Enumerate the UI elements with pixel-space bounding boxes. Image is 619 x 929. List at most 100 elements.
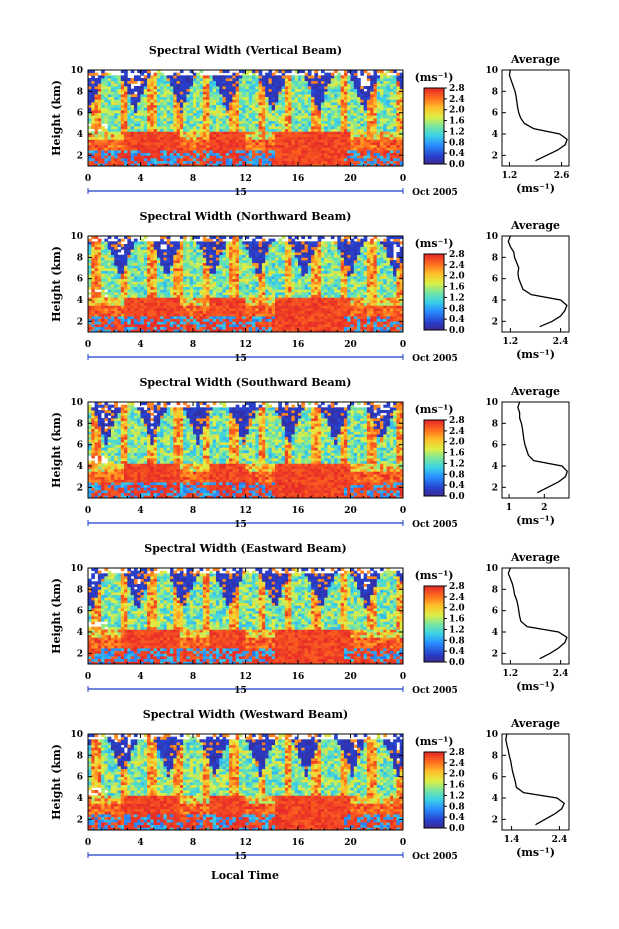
- heatmap-cell: [212, 278, 217, 282]
- heatmap-cell: [140, 257, 145, 261]
- heatmap-cell: [147, 321, 151, 325]
- heatmap-cell: [150, 281, 155, 285]
- heatmap-cell: [337, 147, 342, 151]
- heatmap-cell: [215, 91, 220, 95]
- heatmap-cell: [137, 316, 141, 320]
- heatmap-cell: [173, 268, 177, 272]
- heatmap-cell: [143, 262, 148, 266]
- heatmap-cell: [183, 310, 187, 314]
- heatmap-cell: [350, 96, 355, 100]
- heatmap-cell: [156, 252, 161, 256]
- heatmap-cell: [304, 150, 309, 154]
- heatmap-cell: [209, 286, 214, 290]
- heatmap-cell: [317, 147, 322, 151]
- heatmap-cell: [311, 163, 315, 167]
- heatmap-cell: [380, 131, 384, 135]
- heatmap-cell: [235, 144, 240, 148]
- heatmap-cell: [232, 86, 237, 90]
- heatmap-cell: [196, 110, 200, 114]
- heatmap-cell: [307, 75, 312, 79]
- heatmap-cell: [304, 160, 309, 164]
- heatmap-cell: [209, 316, 214, 320]
- heatmap-cell: [114, 118, 118, 122]
- heatmap-cell: [88, 80, 92, 84]
- heatmap-cell: [238, 78, 243, 82]
- heatmap-cell: [107, 302, 112, 306]
- heatmap-cell: [107, 163, 112, 167]
- heatmap-cell: [389, 120, 394, 124]
- heatmap-cell: [130, 244, 135, 248]
- heatmap-cell: [314, 96, 319, 100]
- heatmap-cell: [337, 150, 342, 154]
- heatmap-cell: [140, 265, 145, 269]
- heatmap-cell: [271, 118, 276, 122]
- heatmap-cell: [110, 316, 115, 320]
- heatmap-cell: [166, 252, 171, 256]
- heatmap-cell: [101, 115, 105, 119]
- heatmap-cell: [170, 316, 174, 320]
- heatmap-cell: [376, 150, 381, 154]
- colorbar-segment: [424, 88, 444, 91]
- heatmap-cell: [307, 150, 312, 154]
- heatmap-cell: [245, 115, 250, 119]
- heatmap-cell: [88, 136, 92, 140]
- heatmap-cell: [278, 144, 282, 148]
- heatmap-cell: [327, 142, 332, 146]
- heatmap-cell: [373, 152, 378, 156]
- heatmap-cell: [370, 96, 374, 100]
- heatmap-cell: [124, 276, 128, 280]
- heatmap-cell: [219, 126, 223, 130]
- heatmap-cell: [176, 99, 181, 103]
- heatmap-cell: [294, 91, 299, 95]
- heatmap-cell: [271, 94, 276, 98]
- heatmap-cell: [196, 136, 200, 140]
- heatmap-cell: [176, 94, 181, 98]
- heatmap-cell: [130, 324, 135, 328]
- heatmap-cell: [278, 91, 282, 95]
- heatmap-cell: [150, 118, 155, 122]
- heatmap-cell: [160, 305, 164, 309]
- heatmap-cell: [202, 244, 207, 248]
- heatmap-cell: [110, 94, 115, 98]
- heatmap-cell: [284, 112, 289, 116]
- profile-y-tick-label: 2: [492, 151, 498, 161]
- heatmap-cell: [163, 78, 168, 82]
- heatmap-cell: [229, 96, 233, 100]
- heatmap-cell: [238, 86, 243, 90]
- heatmap-cell: [127, 155, 132, 159]
- heatmap-cell: [209, 126, 214, 130]
- heatmap-cell: [334, 160, 338, 164]
- heatmap-cell: [183, 163, 187, 167]
- heatmap-cell: [153, 163, 158, 167]
- heatmap-cell: [275, 126, 279, 130]
- heatmap-cell: [278, 83, 282, 87]
- heatmap-cell: [225, 131, 230, 135]
- heatmap-cell: [294, 158, 299, 162]
- heatmap-cell: [143, 86, 148, 90]
- heatmap-cell: [268, 94, 273, 98]
- heatmap-cell: [215, 294, 220, 298]
- heatmap-cell: [110, 136, 115, 140]
- heatmap-cell: [124, 163, 128, 167]
- heatmap-cell: [347, 139, 351, 143]
- heatmap-cell: [133, 131, 138, 135]
- heatmap-cell: [235, 104, 240, 108]
- heatmap-cell: [110, 318, 115, 322]
- colorbar-segment: [424, 116, 444, 119]
- heatmap-cell: [127, 80, 132, 84]
- heatmap-cell: [366, 118, 371, 122]
- heatmap-cell: [245, 126, 250, 130]
- heatmap-cell: [130, 155, 135, 159]
- heatmap-cell: [163, 297, 168, 301]
- heatmap-cell: [189, 102, 194, 106]
- heatmap-cell: [235, 88, 240, 92]
- heatmap-cell: [137, 99, 141, 103]
- heatmap-cell: [343, 120, 348, 124]
- heatmap-cell: [238, 163, 243, 167]
- heatmap-cell: [275, 94, 279, 98]
- heatmap-cell: [215, 112, 220, 116]
- heatmap-cell: [229, 262, 233, 266]
- heatmap-cell: [179, 324, 184, 328]
- heatmap-cell: [389, 150, 394, 154]
- heatmap-cell: [140, 83, 145, 87]
